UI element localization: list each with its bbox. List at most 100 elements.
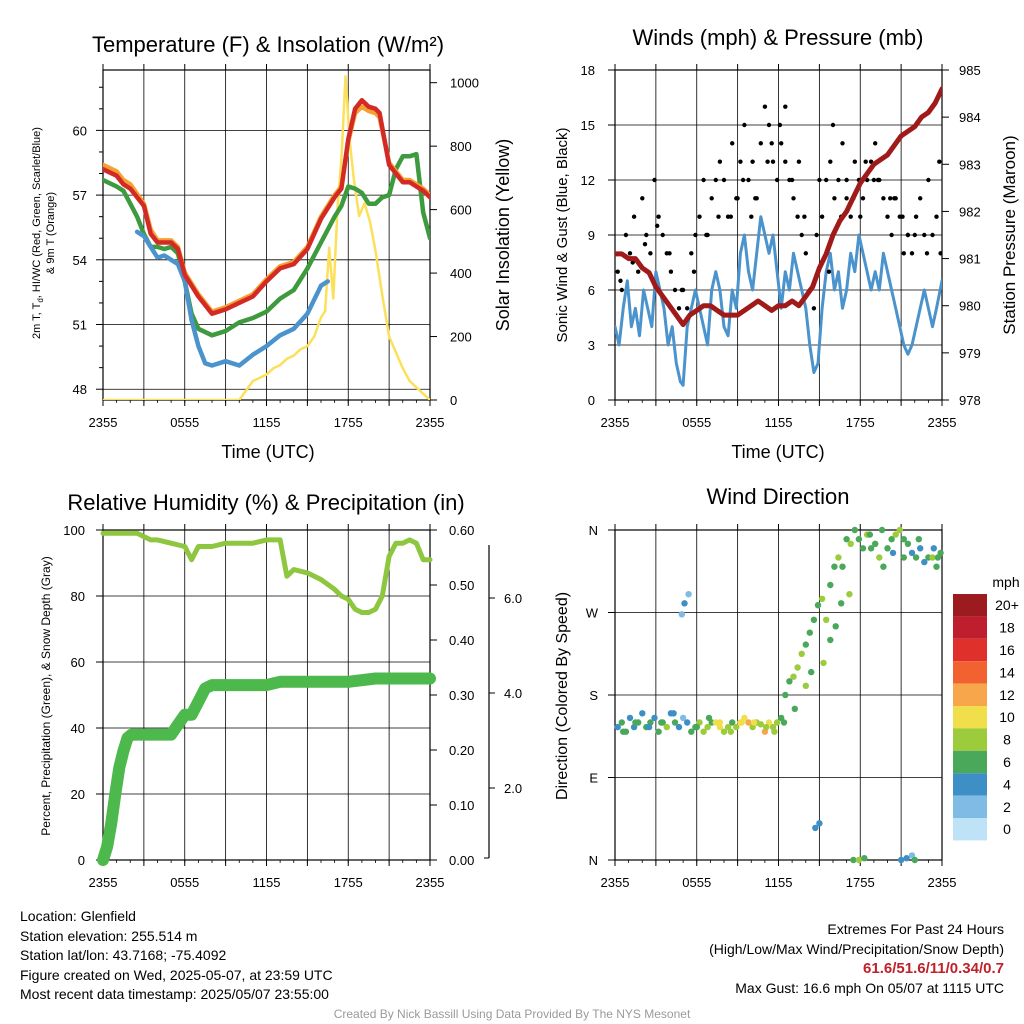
winds-gust-point [889, 232, 894, 238]
colorbar-label: 16 [999, 642, 1015, 658]
winds-gust-point [892, 196, 897, 201]
winds-gust-point [693, 232, 698, 238]
rh-ytick-snow-label: 2.0 [504, 781, 522, 796]
wdir-point [679, 714, 687, 722]
wdir-xtick-label: 2355 [601, 875, 630, 890]
winds-gust-point [777, 122, 783, 128]
winds-gust-point [848, 214, 853, 219]
rh-ytick-precip-label: 0.20 [449, 743, 474, 758]
wdir-point [884, 545, 891, 552]
wdir-point [663, 723, 670, 731]
wdir-point [843, 536, 850, 543]
temp-ytick-right-label: 600 [450, 203, 472, 218]
winds-frame [614, 69, 943, 401]
winds-gust-point [709, 196, 714, 201]
temp-ylabel-left-part1: 2m T, T [31, 302, 43, 339]
wdir-point [911, 856, 918, 864]
rh-ytick-precip-label: 0.50 [449, 578, 474, 593]
temp-xtick-label: 2355 [89, 415, 118, 430]
rh-ytick-precip-label: 0.10 [449, 798, 474, 813]
winds-gust-point [938, 251, 942, 256]
winds-gust-point [930, 232, 935, 238]
wdir-point [700, 728, 707, 735]
winds-gust-point [774, 177, 780, 183]
wdir-point [823, 616, 830, 623]
winds-gust-point [799, 232, 804, 238]
winds-gust-point [783, 159, 788, 164]
winds-gust-point [753, 196, 758, 201]
winds-gust-point [858, 214, 863, 219]
colorbar-swatch [953, 661, 987, 684]
wdir-point [888, 536, 895, 543]
winds-gust-point [679, 287, 684, 293]
wdir-point [626, 714, 634, 722]
winds-gust-point [803, 251, 808, 256]
colorbar-label: 0 [1003, 821, 1011, 837]
winds-gust-point [817, 177, 822, 183]
wdir-point [912, 554, 920, 561]
winds-gust-point [630, 260, 635, 265]
winds-title: Winds (mph) & Pressure (mb) [633, 25, 924, 50]
winds-gust-point [844, 177, 849, 183]
recent-data-timestamp: Most recent data timestamp: 2025/05/07 2… [20, 986, 329, 1002]
winds-gust-point [840, 141, 845, 146]
wdir-point [855, 536, 863, 543]
wdir-point [798, 650, 805, 657]
winds-gust-point [912, 232, 917, 238]
wdir-point [897, 856, 905, 864]
winds-gust-point [918, 196, 923, 201]
colorbar: 20+ 18 16 14 12 10 8 6 4 2 0 [953, 594, 1019, 841]
wdir-point [750, 719, 758, 726]
wdir-point [782, 691, 789, 699]
winds-gust-point [685, 306, 690, 311]
wdir-point [900, 536, 907, 543]
wdir-point [872, 540, 879, 547]
rh-ytick-precip-label: 0.30 [449, 688, 474, 703]
wdir-ytick-label: E [589, 771, 598, 786]
winds-gust-point [762, 104, 768, 109]
winds-gust-point [828, 159, 833, 164]
wdir-point [681, 600, 688, 607]
wdir-point [878, 526, 886, 534]
wdir-xtick-label: 0555 [682, 875, 711, 890]
winds-gust-point [667, 251, 672, 256]
rh-plot: 2355 0555 1155 1755 2355 0 20 40 60 80 100 0.00 0.10… [63, 523, 522, 890]
winds-gust-point [750, 159, 755, 164]
wdir-point [816, 820, 823, 827]
wdir-point [655, 728, 662, 735]
winds-xlabel: Time (UTC) [731, 442, 824, 462]
wdir-point [727, 728, 734, 735]
winds-gust-point [644, 232, 649, 238]
winds-gust-point [766, 122, 772, 128]
wdir-point [693, 723, 700, 731]
station-info: Location: Glenfield Station elevation: 2… [20, 907, 333, 1005]
winds-gust-point [691, 269, 697, 274]
wdir-point [850, 856, 857, 864]
winds-gust-point [721, 177, 727, 183]
winds-gust-point [909, 251, 915, 256]
colorbar-swatch [953, 683, 987, 706]
winds-gust-point [888, 196, 893, 201]
winds-ylabel-right: Station Pressure (Maroon) [1000, 135, 1019, 334]
wdir-point [810, 616, 818, 623]
winds-gust-point [697, 214, 702, 219]
winds-ytick-right-label: 980 [959, 299, 981, 314]
rh-xtick-label: 2355 [416, 875, 445, 890]
figure-created: Figure created on Wed, 2025-05-07, at 23… [20, 966, 333, 983]
temp-series-line [103, 97, 430, 316]
winds-ytick-left-label: 3 [588, 338, 595, 353]
wdir-xtick-label: 1155 [765, 875, 793, 890]
temp-xtick-label: 2355 [416, 415, 445, 430]
winds-gust-point [900, 214, 905, 219]
winds-gust-point [636, 269, 641, 274]
wdir-point [716, 719, 724, 726]
winds-gust-point [905, 232, 911, 238]
wdir-point [658, 719, 665, 726]
wdir-ylabel-left: Direction (Colored By Speed) [554, 592, 571, 800]
winds-gust-point [618, 278, 623, 283]
rh-ytick-snow-label: 4.0 [504, 686, 522, 701]
wdir-ytick-label: N [589, 523, 598, 538]
wdir-point [929, 554, 936, 561]
wdir-point [880, 563, 887, 570]
extremes-values: 61.6/51.6/11/0.34/0.7 [863, 960, 1004, 977]
